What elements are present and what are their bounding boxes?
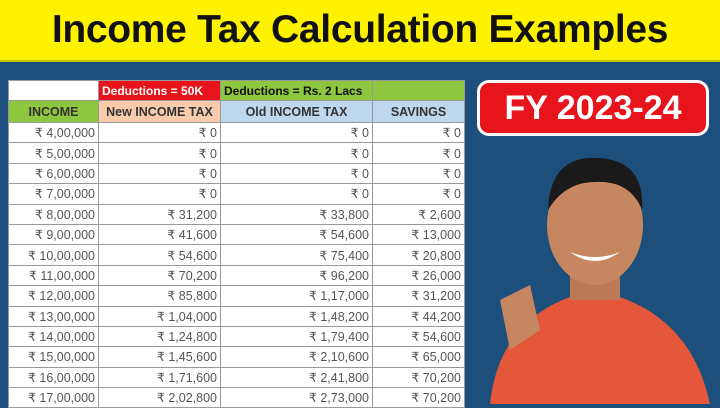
hair [548,157,643,210]
old-tax-cell: ₹ 2,41,800 [220,366,373,389]
col-income: INCOME [8,100,99,123]
new-tax-cell: ₹ 0 [98,142,221,164]
old-tax-cell: ₹ 1,17,000 [220,285,373,307]
new-tax-cell: ₹ 41,600 [98,223,221,246]
col-savings: SAVINGS [372,100,465,123]
presenter-photo [490,157,710,404]
old-tax-cell: ₹ 0 [220,183,373,205]
table-row: ₹ 17,00,000 ₹ 2,02,800 ₹ 2,73,000 ₹ 70,200 [8,387,465,408]
table-row: ₹ 9,00,000 ₹ 41,600 ₹ 54,600 ₹ 13,000 [8,223,465,246]
blank-header [8,80,99,101]
income-cell: ₹ 13,00,000 [8,305,99,327]
income-cell: ₹ 10,00,000 [8,244,99,266]
old-tax-cell: ₹ 0 [220,162,373,185]
savings-cell: ₹ 13,000 [372,223,465,246]
table-row: ₹ 15,00,000 ₹ 1,45,600 ₹ 2,10,600 ₹ 65,000 [8,346,465,368]
old-tax-cell: ₹ 75,400 [220,244,373,266]
table-row: ₹ 8,00,000 ₹ 31,200 ₹ 33,800 ₹ 2,600 [8,203,465,225]
table-row: ₹ 16,00,000 ₹ 1,71,600 ₹ 2,41,800 ₹ 70,200 [8,366,465,389]
income-cell: ₹ 12,00,000 [8,285,99,307]
new-tax-cell: ₹ 31,200 [98,203,221,225]
income-cell: ₹ 16,00,000 [8,366,99,389]
income-cell: ₹ 17,00,000 [8,387,99,408]
income-cell: ₹ 4,00,000 [8,121,99,144]
old-tax-cell: ₹ 54,600 [220,223,373,246]
old-tax-cell: ₹ 1,48,200 [220,305,373,327]
savings-cell: ₹ 31,200 [372,285,465,307]
video-title: Income Tax Calculation Examples [0,0,720,62]
savings-cell: ₹ 0 [372,121,465,144]
income-cell: ₹ 15,00,000 [8,346,99,368]
table-row: ₹ 7,00,000 ₹ 0 ₹ 0 ₹ 0 [8,183,465,205]
shirt [490,290,710,404]
old-tax-cell: ₹ 2,73,000 [220,387,373,408]
income-cell: ₹ 9,00,000 [8,223,99,246]
old-tax-cell: ₹ 96,200 [220,264,373,287]
tax-table: Deductions = 50K Deductions = Rs. 2 Lacs… [8,80,465,408]
new-tax-cell: ₹ 0 [98,121,221,144]
blank-header-green [372,80,465,101]
new-deductions-header: Deductions = 50K [98,80,221,101]
old-deductions-header: Deductions = Rs. 2 Lacs [220,80,373,101]
table-row: ₹ 10,00,000 ₹ 54,600 ₹ 75,400 ₹ 20,800 [8,244,465,266]
savings-cell: ₹ 20,800 [372,244,465,266]
table-row: ₹ 14,00,000 ₹ 1,24,800 ₹ 1,79,400 ₹ 54,600 [8,325,465,348]
new-tax-cell: ₹ 1,24,800 [98,325,221,348]
savings-cell: ₹ 65,000 [372,346,465,368]
old-tax-cell: ₹ 2,10,600 [220,346,373,368]
old-tax-cell: ₹ 0 [220,121,373,144]
income-cell: ₹ 6,00,000 [8,162,99,185]
new-tax-cell: ₹ 1,71,600 [98,366,221,389]
savings-cell: ₹ 2,600 [372,203,465,225]
savings-cell: ₹ 44,200 [372,305,465,327]
old-tax-cell: ₹ 33,800 [220,203,373,225]
savings-cell: ₹ 0 [372,183,465,205]
new-tax-cell: ₹ 2,02,800 [98,387,221,408]
table-row: ₹ 4,00,000 ₹ 0 ₹ 0 ₹ 0 [8,121,465,144]
savings-cell: ₹ 0 [372,162,465,185]
table-row: ₹ 12,00,000 ₹ 85,800 ₹ 1,17,000 ₹ 31,200 [8,285,465,307]
new-tax-cell: ₹ 0 [98,183,221,205]
old-tax-cell: ₹ 1,79,400 [220,325,373,348]
savings-cell: ₹ 0 [372,142,465,164]
new-tax-cell: ₹ 54,600 [98,244,221,266]
new-tax-cell: ₹ 0 [98,162,221,185]
savings-cell: ₹ 70,200 [372,387,465,408]
income-cell: ₹ 11,00,000 [8,264,99,287]
income-cell: ₹ 7,00,000 [8,183,99,205]
savings-cell: ₹ 26,000 [372,264,465,287]
old-tax-cell: ₹ 0 [220,142,373,164]
pointing-hand [500,285,540,350]
table-row: ₹ 13,00,000 ₹ 1,04,000 ₹ 1,48,200 ₹ 44,200 [8,305,465,327]
income-cell: ₹ 14,00,000 [8,325,99,348]
new-tax-cell: ₹ 70,200 [98,264,221,287]
table-row: ₹ 6,00,000 ₹ 0 ₹ 0 ₹ 0 [8,162,465,185]
table-row: ₹ 5,00,000 ₹ 0 ₹ 0 ₹ 0 [8,142,465,164]
new-tax-cell: ₹ 1,04,000 [98,305,221,327]
col-old-tax: Old INCOME TAX [220,100,373,123]
face [547,165,643,285]
col-new-tax: New INCOME TAX [98,100,221,123]
new-tax-cell: ₹ 85,800 [98,285,221,307]
income-cell: ₹ 5,00,000 [8,142,99,164]
savings-cell: ₹ 54,600 [372,325,465,348]
savings-cell: ₹ 70,200 [372,366,465,389]
income-cell: ₹ 8,00,000 [8,203,99,225]
new-tax-cell: ₹ 1,45,600 [98,346,221,368]
fiscal-year-badge: FY 2023-24 [477,80,709,136]
table-row: ₹ 11,00,000 ₹ 70,200 ₹ 96,200 ₹ 26,000 [8,264,465,287]
